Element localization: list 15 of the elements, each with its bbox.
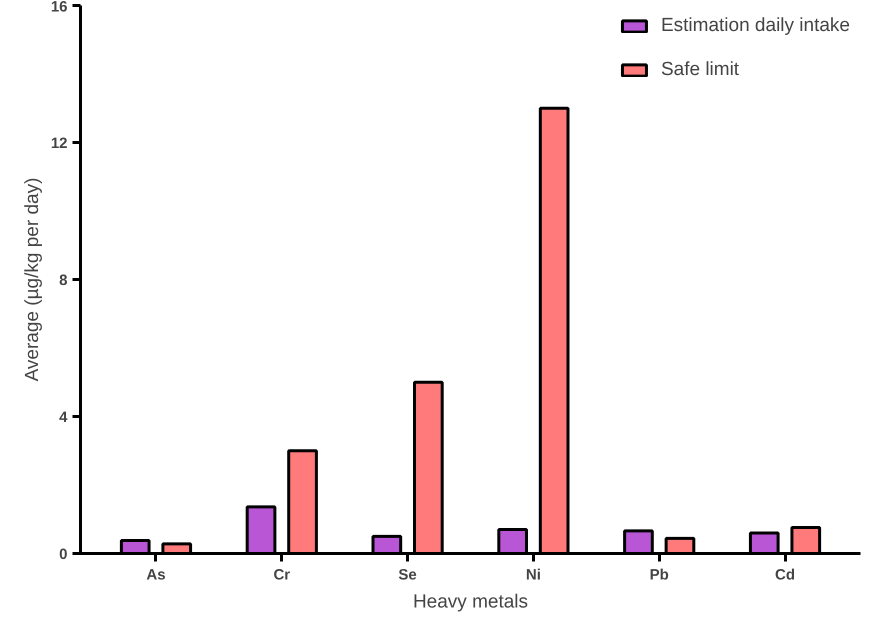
x-tick-label: Pb [650,566,669,584]
y-tick-label: 0 [59,546,68,563]
x-tick-label: As [146,566,166,584]
y-tick-label: 4 [59,409,68,426]
x-tick-label: Ni [526,566,541,584]
y-axis-title: Average (µg/kg per day) [22,178,43,382]
y-tick-label: 8 [59,272,68,289]
legend-label: Safe limit [660,59,740,81]
x-axis-title: Heavy metals [412,592,528,612]
x-tick-label: Se [398,566,417,584]
x-tick-label: Cd [775,566,796,584]
y-tick-label: 16 [50,0,68,16]
legend-label: Estimation daily intake [660,15,850,37]
x-tick-label: Cr [273,566,290,584]
y-tick-label: 12 [50,135,68,152]
